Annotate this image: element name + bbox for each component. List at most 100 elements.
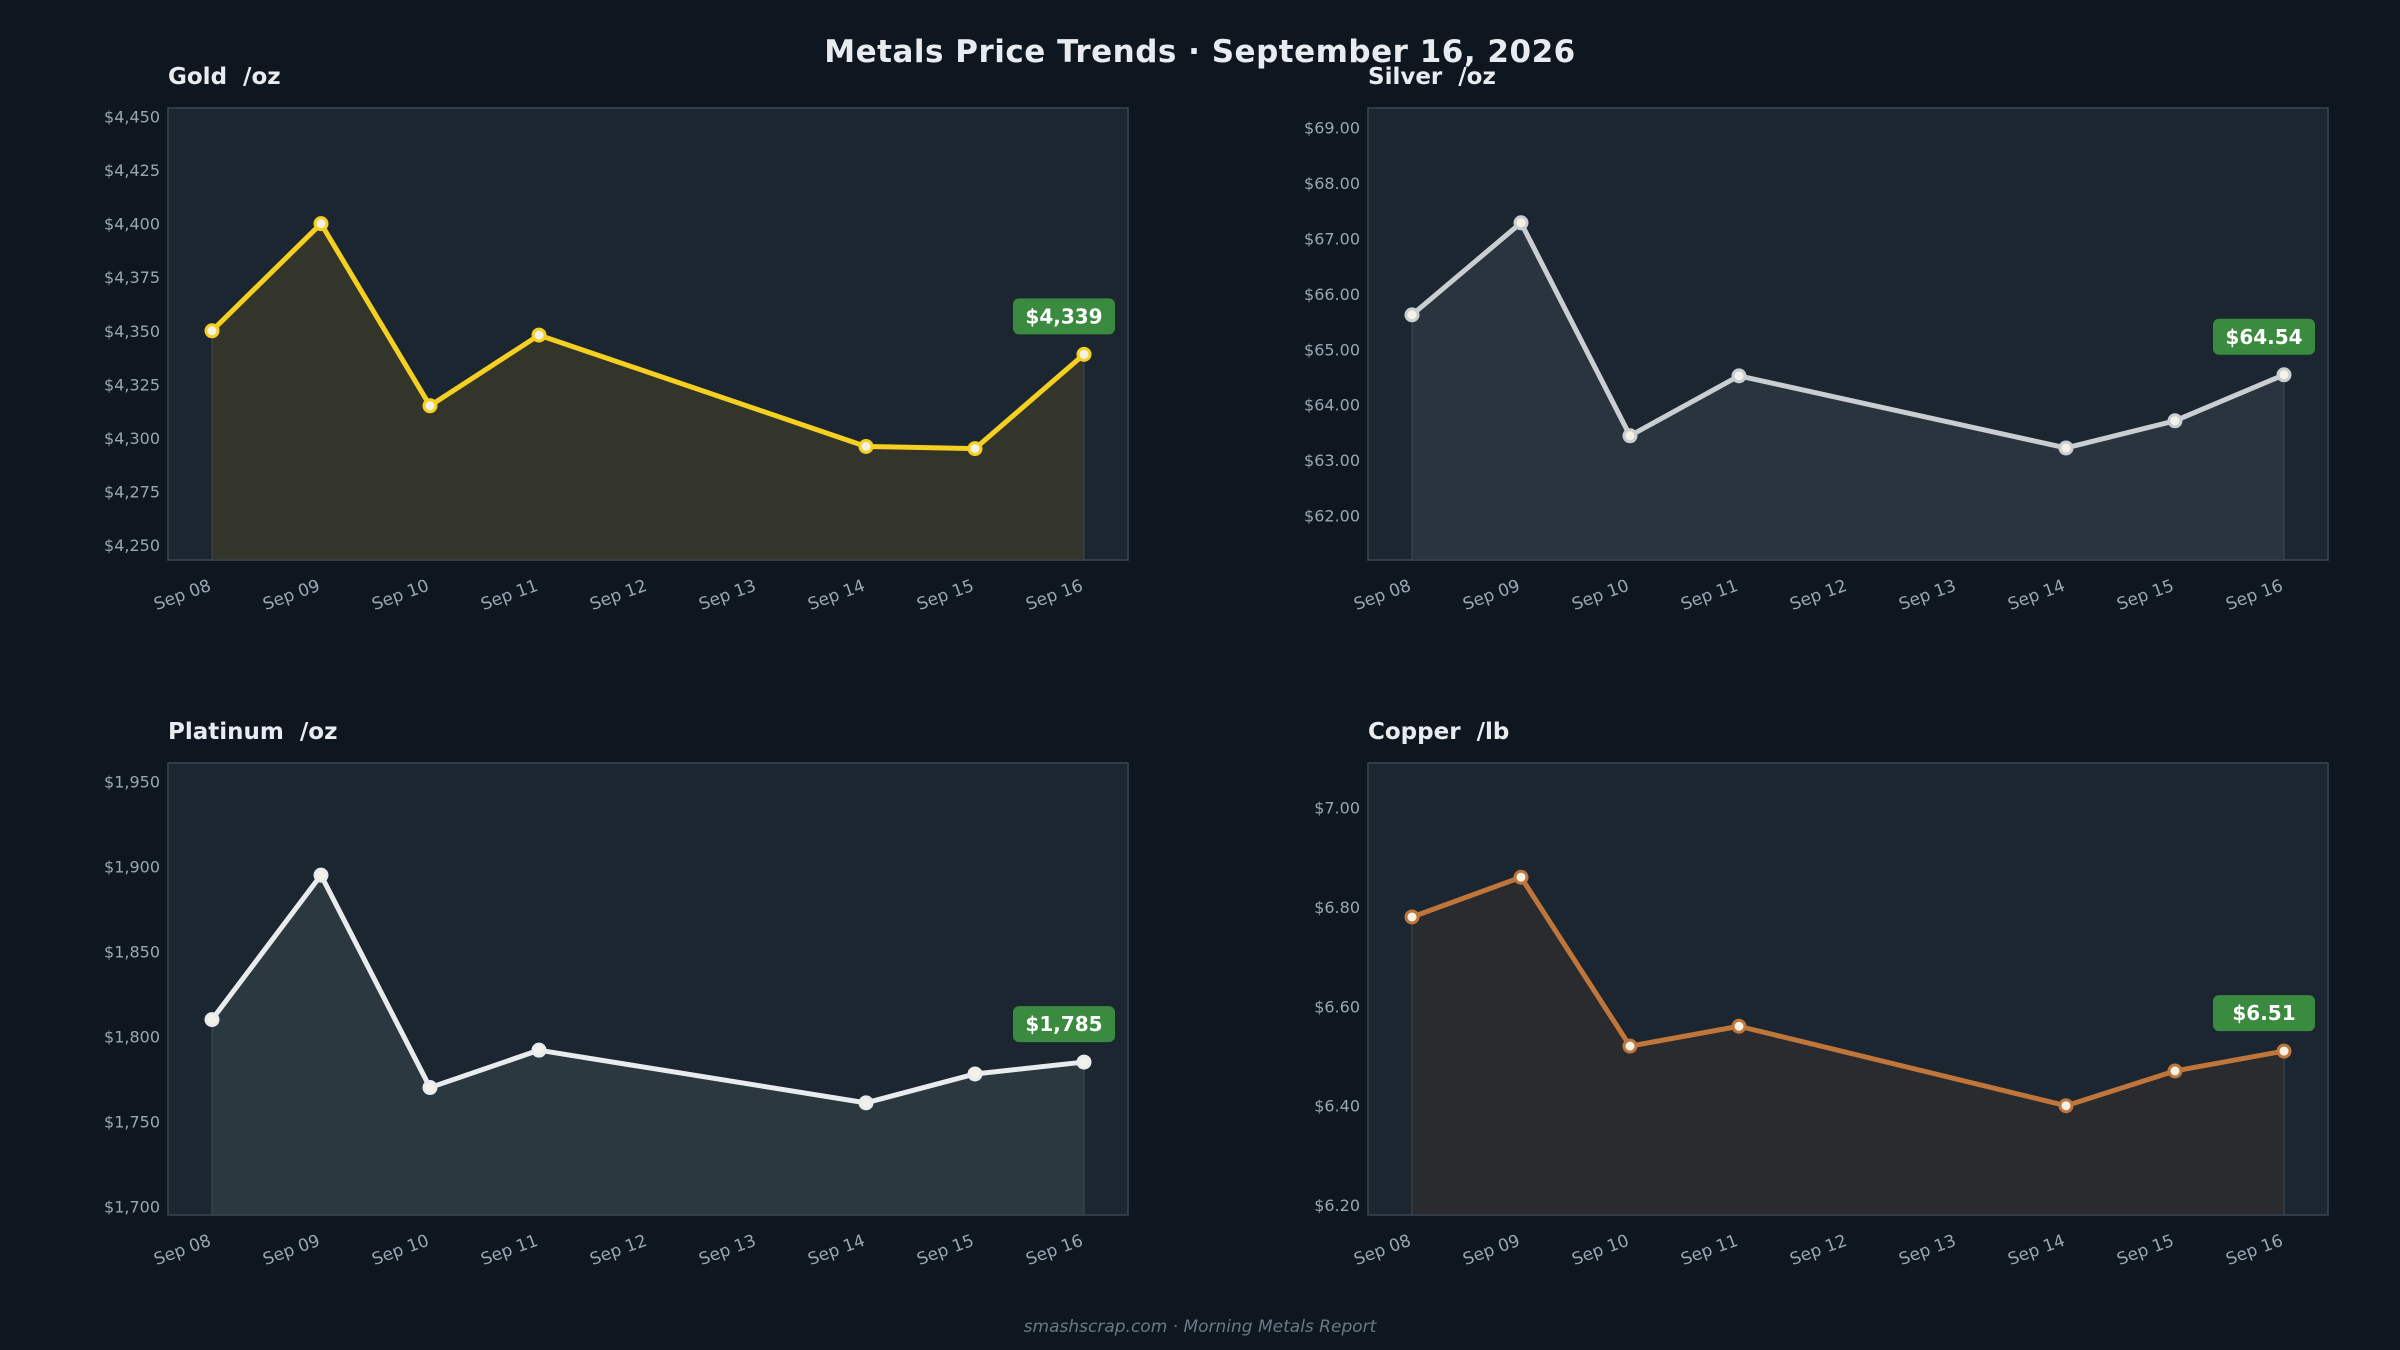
silver-data-point bbox=[1731, 368, 1747, 384]
copper-x-tick-label: Sep 10 bbox=[1569, 1231, 1631, 1270]
copper-data-point bbox=[1622, 1038, 1638, 1054]
platinum-x-tick-label: Sep 09 bbox=[260, 1231, 322, 1270]
page-title: Metals Price Trends · September 16, 2026 bbox=[824, 34, 1576, 70]
silver-x-tick-label: Sep 08 bbox=[1351, 576, 1413, 615]
gold-x-tick-label: Sep 09 bbox=[260, 576, 322, 615]
gold-x-tick-label: Sep 15 bbox=[914, 576, 976, 615]
copper-x-tick-label: Sep 12 bbox=[1787, 1231, 1849, 1270]
silver-data-point bbox=[1404, 307, 1420, 323]
platinum-y-tick-label: $1,900 bbox=[104, 858, 160, 877]
platinum-y-tick-label: $1,750 bbox=[104, 1113, 160, 1132]
platinum-panel-title: Platinum /oz bbox=[168, 719, 338, 745]
gold-y-tick-label: $4,375 bbox=[104, 268, 160, 287]
copper-y-tick-label: $7.00 bbox=[1314, 799, 1360, 818]
silver-x-tick-label: Sep 14 bbox=[2005, 576, 2067, 615]
copper-x-tick-label: Sep 15 bbox=[2114, 1231, 2176, 1270]
platinum-data-point bbox=[967, 1066, 983, 1082]
copper-latest-badge bbox=[2213, 995, 2315, 1032]
gold-y-tick-label: $4,450 bbox=[104, 108, 160, 127]
silver-x-tick-label: Sep 11 bbox=[1678, 576, 1740, 615]
gold-x-tick-label: Sep 10 bbox=[369, 576, 431, 615]
copper-data-point bbox=[2167, 1063, 2183, 1079]
silver-data-point bbox=[2167, 413, 2183, 429]
copper-y-tick-label: $6.60 bbox=[1314, 997, 1360, 1016]
silver-data-point bbox=[2276, 367, 2292, 383]
platinum-y-tick-label: $1,700 bbox=[104, 1198, 160, 1217]
gold-x-tick-label: Sep 11 bbox=[478, 576, 540, 615]
platinum-x-tick-label: Sep 15 bbox=[914, 1231, 976, 1270]
gold-data-point bbox=[204, 323, 220, 339]
gold-data-point bbox=[422, 398, 438, 414]
platinum-data-point bbox=[422, 1080, 438, 1096]
gold-y-tick-label: $4,400 bbox=[104, 215, 160, 234]
silver-y-tick-label: $64.00 bbox=[1304, 396, 1360, 415]
platinum-x-tick-label: Sep 13 bbox=[696, 1231, 758, 1270]
copper-latest-value: $6.51 bbox=[2232, 1001, 2295, 1025]
copper-data-point bbox=[1731, 1018, 1747, 1034]
silver-y-tick-label: $62.00 bbox=[1304, 507, 1360, 526]
platinum-latest-badge bbox=[1013, 1006, 1115, 1043]
gold-x-tick-label: Sep 12 bbox=[587, 576, 649, 615]
platinum-data-point bbox=[858, 1095, 874, 1111]
platinum-x-tick-label: Sep 08 bbox=[151, 1231, 213, 1270]
gold-data-point bbox=[313, 216, 329, 232]
copper-panel-title: Copper /lb bbox=[1368, 719, 1510, 745]
platinum-y-tick-label: $1,800 bbox=[104, 1028, 160, 1047]
gold-latest-badge bbox=[1013, 298, 1115, 335]
silver-panel-title: Silver /oz bbox=[1368, 64, 1496, 90]
copper-data-point bbox=[1404, 909, 1420, 925]
gold-data-point bbox=[967, 441, 983, 457]
silver-y-tick-label: $65.00 bbox=[1304, 340, 1360, 359]
platinum-x-tick-label: Sep 12 bbox=[587, 1231, 649, 1270]
gold-panel-title: Gold /oz bbox=[168, 64, 281, 90]
platinum-data-point bbox=[1076, 1054, 1092, 1070]
copper-data-point bbox=[2058, 1098, 2074, 1114]
silver-x-tick-label: Sep 12 bbox=[1787, 576, 1849, 615]
silver-latest-badge bbox=[2213, 318, 2315, 355]
gold-latest-value: $4,339 bbox=[1025, 304, 1102, 328]
copper-y-tick-label: $6.80 bbox=[1314, 898, 1360, 917]
platinum-x-tick-label: Sep 16 bbox=[1023, 1231, 1085, 1270]
gold-x-tick-label: Sep 16 bbox=[1023, 576, 1085, 615]
gold-data-point bbox=[858, 438, 874, 454]
silver-x-tick-label: Sep 13 bbox=[1896, 576, 1958, 615]
platinum-data-point bbox=[313, 867, 329, 883]
gold-y-tick-label: $4,350 bbox=[104, 322, 160, 341]
silver-y-tick-label: $63.00 bbox=[1304, 451, 1360, 470]
silver-x-tick-label: Sep 10 bbox=[1569, 576, 1631, 615]
platinum-x-tick-label: Sep 11 bbox=[478, 1231, 540, 1270]
silver-x-tick-label: Sep 15 bbox=[2114, 576, 2176, 615]
copper-x-tick-label: Sep 11 bbox=[1678, 1231, 1740, 1270]
silver-latest-value: $64.54 bbox=[2225, 325, 2302, 349]
platinum-data-point bbox=[204, 1012, 220, 1028]
copper-x-tick-label: Sep 14 bbox=[2005, 1231, 2067, 1270]
platinum-data-point bbox=[531, 1042, 547, 1058]
platinum-y-tick-label: $1,850 bbox=[104, 943, 160, 962]
gold-y-tick-label: $4,300 bbox=[104, 429, 160, 448]
copper-x-tick-label: Sep 16 bbox=[2223, 1231, 2285, 1270]
copper-y-tick-label: $6.20 bbox=[1314, 1196, 1360, 1215]
gold-x-tick-label: Sep 14 bbox=[805, 576, 867, 615]
platinum-x-tick-label: Sep 10 bbox=[369, 1231, 431, 1270]
gold-y-tick-label: $4,275 bbox=[104, 482, 160, 501]
silver-y-tick-label: $66.00 bbox=[1304, 285, 1360, 304]
silver-data-point bbox=[1622, 428, 1638, 444]
copper-x-tick-label: Sep 08 bbox=[1351, 1231, 1413, 1270]
silver-data-point bbox=[1513, 215, 1529, 231]
silver-x-tick-label: Sep 09 bbox=[1460, 576, 1522, 615]
platinum-x-tick-label: Sep 14 bbox=[805, 1231, 867, 1270]
gold-x-tick-label: Sep 08 bbox=[151, 576, 213, 615]
silver-y-tick-label: $67.00 bbox=[1304, 229, 1360, 248]
copper-x-tick-label: Sep 13 bbox=[1896, 1231, 1958, 1270]
platinum-latest-value: $1,785 bbox=[1025, 1012, 1102, 1036]
copper-data-point bbox=[1513, 869, 1529, 885]
gold-data-point bbox=[531, 327, 547, 343]
copper-data-point bbox=[2276, 1043, 2292, 1059]
gold-y-tick-label: $4,250 bbox=[104, 536, 160, 555]
silver-x-tick-label: Sep 16 bbox=[2223, 576, 2285, 615]
gold-y-tick-label: $4,325 bbox=[104, 375, 160, 394]
silver-y-tick-label: $69.00 bbox=[1304, 118, 1360, 137]
copper-y-tick-label: $6.40 bbox=[1314, 1097, 1360, 1116]
silver-data-point bbox=[2058, 440, 2074, 456]
